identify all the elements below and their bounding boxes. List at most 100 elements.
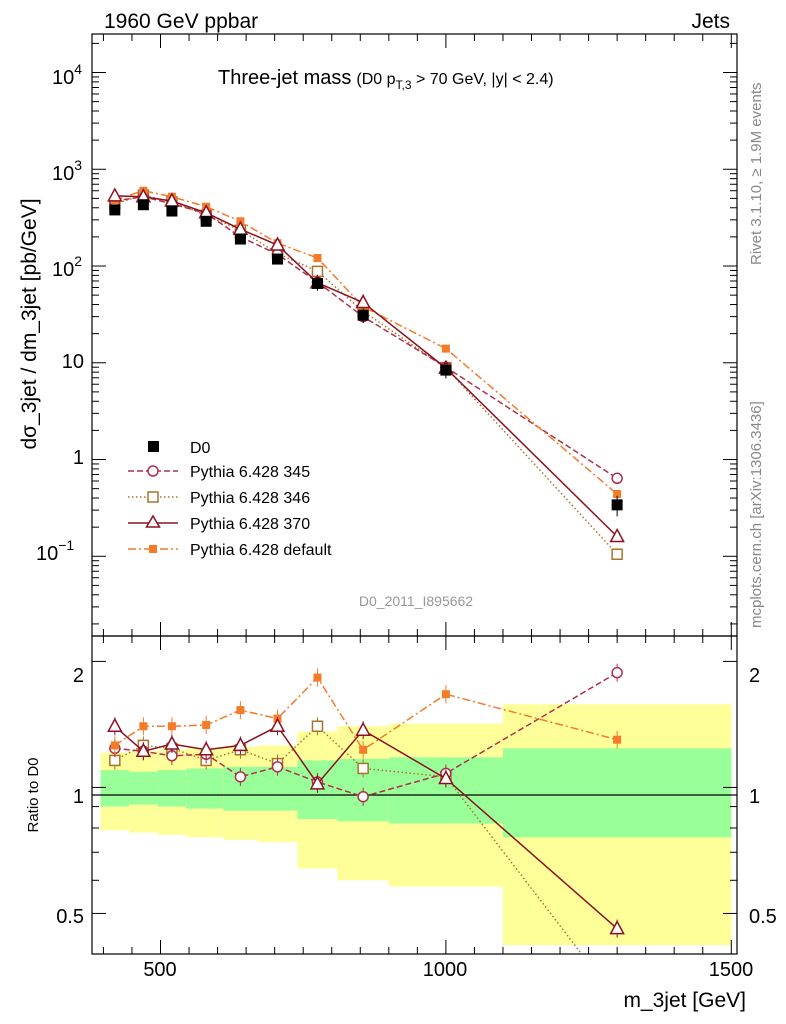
- ratio-point-p345: [611, 666, 623, 679]
- series-line-p345: [114, 195, 618, 479]
- ratio-point-p370: [135, 742, 152, 758]
- analysis-id: D0_2011_I895662: [359, 593, 473, 609]
- mcplots-label: mcplots.cern.ch [arXiv:1306.3436]: [748, 401, 765, 628]
- ratio-point-p370: [107, 717, 123, 733]
- ratio-point-p370: [309, 775, 326, 790]
- ratio-tick-label-0.5-right: 0.5: [749, 906, 777, 928]
- data-point: [311, 277, 323, 289]
- band-inner-bin: [186, 768, 224, 809]
- data-point: [440, 364, 452, 376]
- band-inner-bin: [157, 770, 187, 807]
- point-p370: [609, 527, 625, 543]
- legend-label-pdef: Pythia 6.428 default: [190, 542, 332, 559]
- legend: D0 Pythia 6.428 345 Pythia 6.428 346 Pyt…: [128, 440, 332, 559]
- point-p370: [269, 236, 286, 251]
- data-point: [234, 233, 246, 245]
- series-p346: [109, 189, 623, 560]
- ratio-point-p370: [164, 735, 180, 750]
- data-point: [357, 309, 369, 321]
- ratio-point-p345: [234, 771, 247, 783]
- ratio-point-pdef: [139, 722, 148, 731]
- y-axis-label: dσ_3jet / dm_3jet [pb/GeV]: [18, 198, 41, 449]
- legend-marker-p345: [147, 465, 159, 477]
- ytick-label-10: 10: [62, 351, 84, 373]
- series-line-pdef: [114, 189, 618, 495]
- xtick-label-1500: 1500: [709, 959, 754, 981]
- legend-label-p370: Pythia 6.428 370: [190, 516, 310, 533]
- ratio-point-pdef: [167, 722, 176, 731]
- legend-entry-pdef: Pythia 6.428 default: [128, 542, 332, 559]
- data-point: [611, 499, 623, 511]
- point-p346: [611, 548, 623, 560]
- point-pdef: [441, 344, 450, 353]
- ratio-point-pdef: [313, 673, 322, 682]
- series-data: [109, 199, 623, 517]
- ratio-tick-label-1-left: 1: [73, 786, 84, 808]
- ratio-line-pdef: [114, 676, 618, 751]
- ratio-series-p370: [107, 717, 625, 938]
- ratio-point-p370: [355, 721, 371, 736]
- point-p370: [107, 187, 123, 202]
- ratio-point-p345: [271, 761, 284, 773]
- ratio-point-pdef: [110, 741, 119, 750]
- ratio-point-pdef: [441, 690, 450, 699]
- data-point: [272, 253, 284, 265]
- ratio-point-pdef: [236, 706, 245, 715]
- ratio-point-p346: [357, 762, 369, 775]
- header-left: 1960 GeV ppbar: [104, 10, 258, 33]
- data-point: [200, 215, 212, 227]
- ratio-point-p370: [269, 717, 286, 733]
- ratio-line-p370: [114, 725, 618, 930]
- ratio-y-axis-label: Ratio to D0: [25, 757, 42, 832]
- plot-title: Three-jet mass (D0 pT,3 > 70 GeV, |y| < 2…: [218, 67, 554, 92]
- legend-marker-data: [148, 441, 159, 452]
- data-point: [109, 204, 121, 216]
- legend-label-data: D0: [190, 440, 211, 457]
- ytick-label-1e-1: 10−1: [36, 537, 74, 565]
- legend-entry-data: D0: [148, 440, 211, 457]
- ratio-point-pdef: [613, 735, 622, 744]
- point-pdef: [613, 490, 622, 499]
- ratio-point-p346: [311, 720, 324, 733]
- data-point: [166, 205, 178, 217]
- ratio-point-p370: [438, 769, 454, 785]
- xtick-label-1000: 1000: [423, 959, 468, 981]
- legend-label-p346: Pythia 6.428 346: [190, 490, 310, 507]
- ratio-point-p346: [612, 995, 622, 1005]
- ratio-tick-label-0.5-left: 0.5: [56, 906, 84, 928]
- ratio-point-p370: [609, 920, 625, 935]
- legend-entry-p346: Pythia 6.428 346: [128, 490, 310, 507]
- legend-entry-p345: Pythia 6.428 345: [128, 464, 310, 481]
- legend-marker-pdef: [149, 545, 157, 553]
- x-axis-label: m_3jet [GeV]: [623, 989, 746, 1012]
- ratio-point-p345: [357, 790, 369, 803]
- legend-marker-p346: [147, 491, 159, 503]
- ratio-point-pdef: [359, 745, 368, 754]
- axis-ticks: [92, 34, 737, 955]
- ratio-series-layer: [107, 663, 625, 1005]
- xtick-label-500: 500: [143, 959, 176, 981]
- series-p345: [109, 190, 623, 485]
- ratio-line-p346: [114, 725, 583, 954]
- band-inner-bin: [502, 748, 732, 838]
- point-p345: [611, 472, 623, 485]
- data-point: [137, 199, 149, 211]
- series-line-p370: [114, 195, 618, 538]
- ratio-point-pdef: [202, 720, 211, 729]
- rivet-label: Rivet 3.1.10, ≥ 1.9M events: [748, 83, 765, 266]
- ytick-label-1e4: 104: [52, 61, 82, 89]
- ytick-label-1e3: 103: [52, 157, 82, 185]
- series-pdef: [110, 186, 622, 499]
- ratio-point-p370: [232, 736, 249, 752]
- band-inner-bin: [100, 770, 130, 807]
- main-y-tick-labels: 104 103 102 10 1 10−1: [36, 61, 84, 565]
- point-p370: [355, 293, 371, 309]
- band-inner-bin: [129, 771, 158, 805]
- ytick-label-1e2: 102: [52, 253, 82, 281]
- legend-entry-p370: Pythia 6.428 370: [128, 514, 310, 533]
- ratio-tick-label-2-right: 2: [749, 665, 760, 687]
- ytick-label-1: 1: [73, 447, 84, 469]
- legend-marker-p370: [145, 514, 161, 528]
- header-right: Jets: [691, 10, 730, 33]
